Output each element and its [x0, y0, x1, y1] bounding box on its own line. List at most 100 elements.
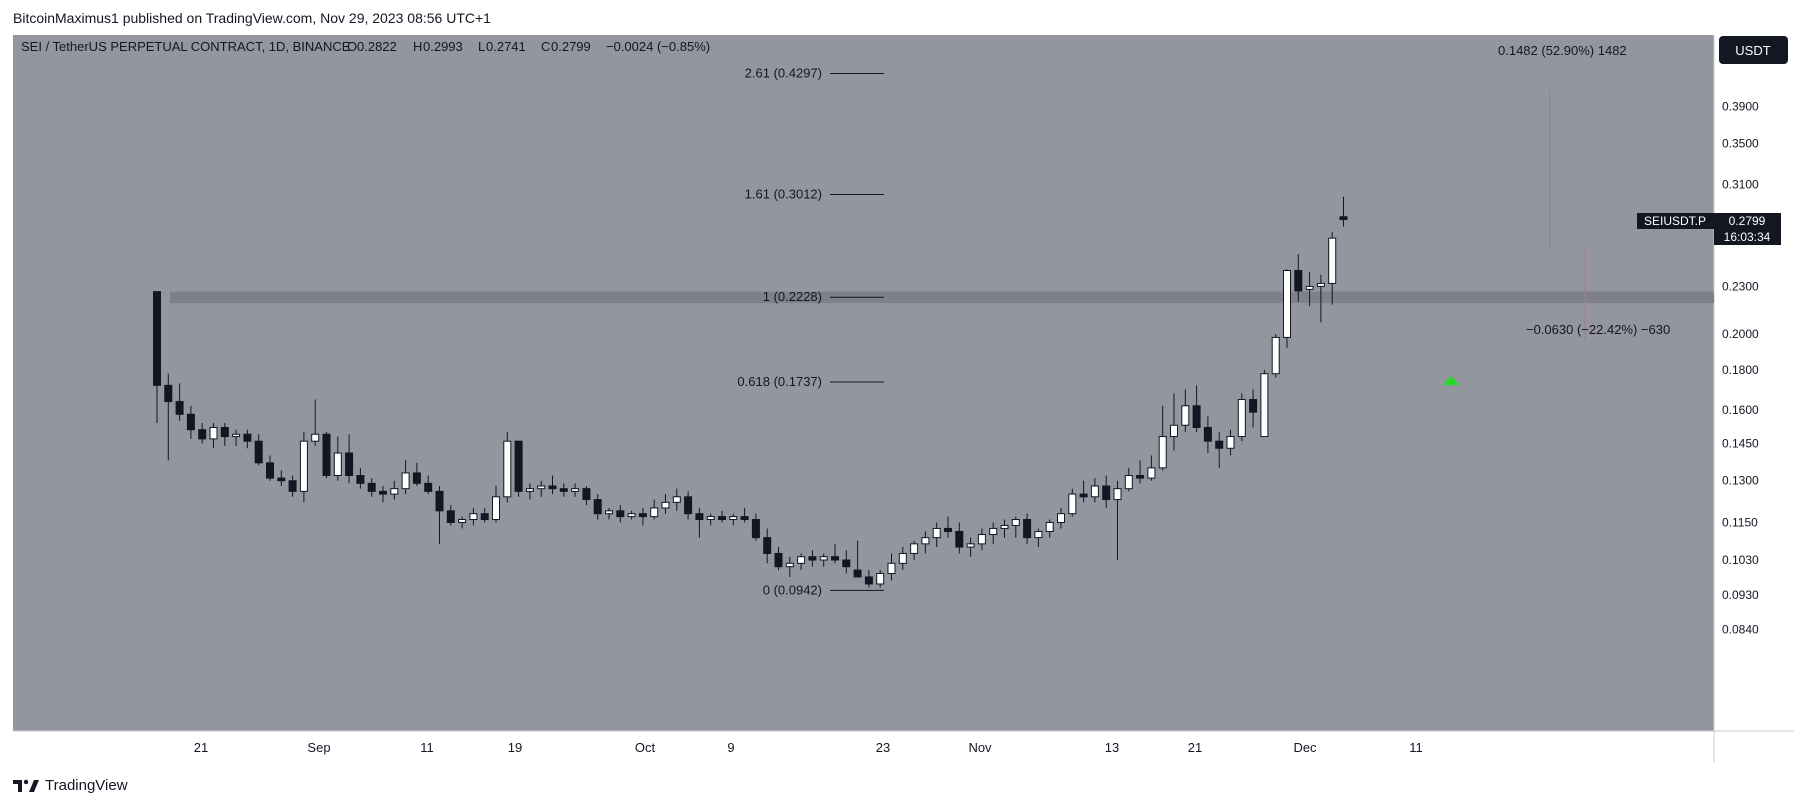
- candle-body: [458, 519, 467, 523]
- brand-name: TradingView: [45, 777, 128, 794]
- candle-85: [1113, 480, 1122, 560]
- price-tick-2: 0.3100: [1722, 178, 1759, 192]
- candle-body: [1057, 513, 1065, 523]
- candle-body: [876, 572, 885, 585]
- candle-24: [424, 475, 433, 495]
- candle-body: [977, 534, 986, 545]
- candle-98: [1260, 369, 1269, 438]
- candle-35: [548, 475, 557, 495]
- price-tick-0: 0.3900: [1722, 100, 1759, 114]
- candle-61: [842, 550, 851, 574]
- candle-body: [1023, 519, 1032, 539]
- price-axis[interactable]: [1714, 35, 1794, 731]
- candle-body: [932, 527, 941, 539]
- candle-22: [401, 460, 410, 495]
- candle-97: [1249, 389, 1258, 428]
- candle-78: [1034, 528, 1043, 548]
- candle-body: [537, 485, 546, 490]
- candle-23: [412, 462, 421, 486]
- candle-body: [672, 496, 681, 503]
- candle-71: [955, 522, 964, 554]
- candle-body: [921, 537, 930, 545]
- candle-body: [469, 513, 478, 521]
- candle-body: [1215, 440, 1224, 449]
- candle-46: [672, 488, 681, 511]
- candle-body: [220, 426, 229, 438]
- candle-74: [989, 522, 998, 544]
- price-tick-3: 0.2300: [1722, 279, 1759, 293]
- candle-body: [345, 452, 354, 477]
- candle-70: [944, 516, 952, 538]
- candle-body: [684, 496, 693, 515]
- price-chart[interactable]: 2.61 (0.4297) 1.61 (0.3012) 1 (0.2228) 0.61…: [13, 35, 1794, 763]
- candle-26: [446, 505, 455, 526]
- time-tick-3: 19: [508, 740, 522, 755]
- candle-body: [1124, 475, 1133, 490]
- candle-14: [311, 399, 320, 446]
- candle-body: [819, 556, 828, 561]
- candle-body: [1090, 485, 1099, 498]
- candle-body: [910, 543, 919, 554]
- candle-77: [1023, 513, 1032, 544]
- candle-body: [390, 488, 399, 495]
- candle-body: [1000, 524, 1009, 529]
- candle-12: [288, 475, 297, 497]
- candle-73: [977, 528, 986, 551]
- candle-101: [1294, 253, 1303, 302]
- candle-body: [1034, 530, 1043, 539]
- chart-title: SEI / TetherUS PERPETUAL CONTRACT, 1D, B…: [21, 39, 351, 54]
- candle-44: [650, 499, 659, 520]
- price-tick-8: 0.1300: [1722, 474, 1759, 488]
- candle-60: [831, 543, 839, 564]
- price-tick-6: 0.1600: [1722, 403, 1759, 417]
- candle-body: [1068, 493, 1077, 515]
- candle-52: [740, 507, 749, 523]
- candle-45: [661, 494, 670, 514]
- candle-104: [1328, 231, 1337, 305]
- candle-30: [492, 485, 500, 523]
- candle-18: [356, 467, 365, 489]
- support-zone: [170, 291, 1714, 304]
- candle-body: [198, 429, 207, 440]
- candle-57: [797, 553, 806, 571]
- candle-body: [831, 556, 839, 561]
- candle-31: [503, 431, 512, 503]
- candle-91: [1181, 389, 1190, 432]
- candle-body: [232, 433, 241, 438]
- candle-86: [1124, 467, 1133, 492]
- time-axis[interactable]: [13, 731, 1794, 763]
- candle-5: [209, 423, 218, 449]
- candle-body: [718, 516, 726, 521]
- candle-body: [1203, 426, 1212, 442]
- currency-button[interactable]: [1719, 36, 1788, 64]
- tradingview-brand[interactable]: TradingView: [13, 777, 128, 794]
- candle-body: [853, 569, 862, 578]
- candle-59: [819, 553, 828, 567]
- candle-body: [1147, 467, 1156, 479]
- candle-body: [164, 384, 173, 403]
- candle-49: [706, 513, 715, 526]
- candle-95: [1226, 429, 1235, 456]
- fib-label-4: 0 (0.0942): [763, 582, 822, 597]
- candle-body: [944, 527, 952, 532]
- candle-body: [751, 519, 760, 539]
- candle-48: [695, 507, 704, 538]
- candle-62: [853, 540, 862, 578]
- candle-body: [367, 482, 376, 492]
- symbol-tag-label: SEIUSDT.P: [1644, 214, 1706, 228]
- candle-69: [932, 522, 941, 548]
- candle-64: [876, 570, 885, 588]
- time-tick-2: 11: [420, 740, 434, 755]
- candle-body: [582, 488, 591, 501]
- candle-32: [514, 440, 523, 497]
- time-tick-11: 11: [1409, 740, 1423, 755]
- candle-99: [1271, 334, 1280, 378]
- plot-area[interactable]: [13, 35, 1714, 731]
- candle-body: [966, 543, 975, 548]
- candle-body: [1249, 399, 1258, 413]
- candle-body: [175, 401, 184, 415]
- candle-93: [1203, 416, 1212, 454]
- candle-body: [401, 472, 410, 490]
- up-arrow-icon: [1443, 376, 1460, 385]
- candle-body: [638, 513, 647, 518]
